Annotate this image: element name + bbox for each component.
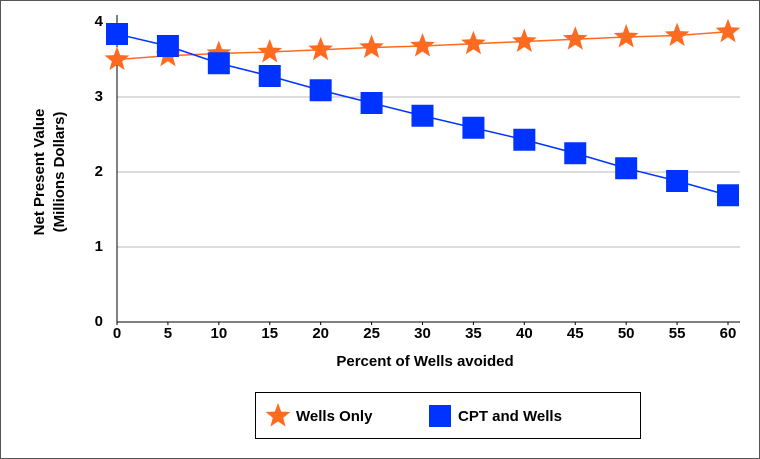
square-marker <box>360 92 383 114</box>
x-tick-label: 5 <box>164 325 172 342</box>
legend-label: CPT and Wells <box>458 408 562 425</box>
y-tick-label: 1 <box>95 238 103 255</box>
square-marker <box>309 79 332 102</box>
x-tick-label: 30 <box>414 325 431 342</box>
square-marker <box>207 52 230 75</box>
star-marker <box>664 22 690 46</box>
star-marker <box>715 18 741 43</box>
legend-label: Wells Only <box>296 408 373 425</box>
y-tick-label: 0 <box>95 313 103 330</box>
y-axis-label: Net Present Value (Millions Dollars) <box>31 109 68 236</box>
x-tick-label: 0 <box>113 325 121 342</box>
star-marker <box>410 33 435 57</box>
square-marker <box>564 142 587 165</box>
star-marker <box>562 26 588 50</box>
star-marker <box>104 46 130 70</box>
x-tick-label: 15 <box>261 325 278 342</box>
star-marker <box>613 24 639 48</box>
x-tick-label: 25 <box>363 325 380 342</box>
y-tick-label: 4 <box>95 13 104 30</box>
legend-marker <box>265 403 291 427</box>
star-marker <box>308 36 333 61</box>
square-marker <box>513 128 536 151</box>
y-tick-label: 2 <box>95 163 103 180</box>
square-marker <box>462 116 485 139</box>
x-tick-label: 40 <box>516 325 533 342</box>
square-marker <box>717 184 739 207</box>
x-tick-label: 55 <box>669 325 686 342</box>
x-tick-label: 20 <box>312 325 329 342</box>
x-tick-label: 50 <box>618 325 635 342</box>
y-axis-label-line: Net Present Value <box>31 109 48 236</box>
y-axis-label-line: (Millions Dollars) <box>51 112 68 233</box>
square-marker <box>615 157 638 180</box>
square-marker <box>411 104 434 127</box>
square-marker <box>156 35 179 57</box>
square-marker <box>666 170 689 192</box>
x-axis-label: Percent of Wells avoided <box>336 353 513 370</box>
x-tick-label: 10 <box>210 325 227 342</box>
y-tick-label: 3 <box>95 88 103 105</box>
star-marker <box>512 28 537 52</box>
star-marker <box>461 30 486 55</box>
x-tick-label: 35 <box>465 325 482 342</box>
x-tick-label: 60 <box>720 325 737 342</box>
star-marker <box>257 39 283 63</box>
legend-marker <box>429 405 451 427</box>
x-tick-label: 45 <box>567 325 584 342</box>
square-marker <box>106 23 128 45</box>
star-marker <box>359 34 384 58</box>
square-marker <box>258 65 281 87</box>
